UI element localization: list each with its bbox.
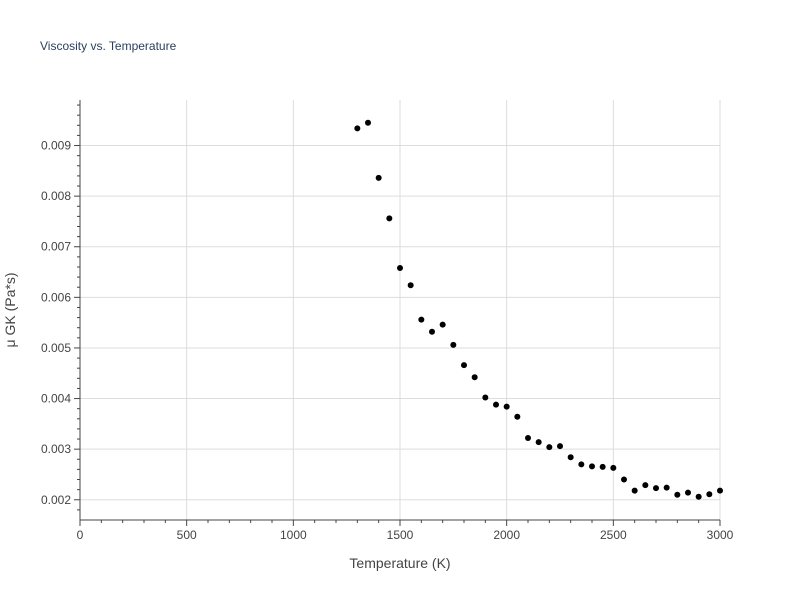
data-point (578, 461, 585, 468)
y-tick-label: 0.007 (41, 240, 71, 254)
data-point (439, 321, 446, 328)
data-point (589, 463, 595, 470)
data-point (621, 476, 627, 483)
y-tick-label: 0.002 (41, 493, 71, 507)
x-tick-label: 500 (177, 528, 197, 542)
data-point (631, 487, 638, 494)
data-point (546, 444, 553, 451)
x-tick-label: 1500 (387, 528, 414, 542)
data-point (386, 215, 393, 222)
x-tick-label: 3000 (707, 528, 734, 542)
data-point (375, 174, 382, 181)
x-axis-label: Temperature (K) (349, 555, 450, 571)
data-point (365, 119, 371, 126)
x-tick-label: 2000 (493, 528, 520, 542)
data-point (503, 403, 510, 410)
y-tick-label: 0.009 (41, 139, 71, 153)
data-point (461, 362, 467, 369)
data-point (429, 328, 435, 335)
grid (80, 100, 721, 520)
data-point (535, 439, 542, 446)
y-tick-label: 0.008 (41, 189, 71, 203)
data-point (610, 464, 617, 471)
y-tick-labels: 0.002 0.003 0.004 0.005 0.006 0.007 0.008 0.009 (41, 139, 71, 507)
data-point (471, 374, 478, 381)
chart-title: Viscosity vs. Temperature (40, 39, 177, 53)
x-tick-labels: 0 500 1000 1500 2000 2500 3000 (77, 528, 734, 542)
data-point (450, 341, 457, 348)
y-tick-label: 0.004 (41, 392, 71, 406)
y-tick-label: 0.006 (41, 290, 71, 304)
data-point (599, 463, 606, 470)
data-points (354, 119, 723, 500)
x-tick-label: 1000 (280, 528, 307, 542)
data-point (514, 413, 521, 420)
data-point (525, 435, 531, 442)
data-point (354, 125, 361, 132)
data-point (397, 265, 403, 271)
x-tick-label: 0 (77, 528, 84, 542)
data-point (567, 454, 574, 461)
data-point (717, 487, 723, 494)
y-axis-label: μ GK (Pa*s) (2, 273, 18, 348)
data-point (493, 401, 499, 408)
data-point (482, 394, 489, 401)
y-tick-label: 0.003 (41, 442, 71, 456)
data-point (557, 443, 563, 450)
data-point (642, 482, 649, 489)
data-point (706, 491, 713, 498)
data-point (674, 491, 681, 498)
data-point (663, 484, 670, 491)
data-point (695, 493, 702, 500)
data-point (685, 489, 691, 496)
data-point (418, 316, 425, 323)
data-point (407, 282, 414, 289)
y-tick-label: 0.005 (41, 341, 71, 355)
x-tick-label: 2500 (600, 528, 627, 542)
data-point (653, 485, 659, 492)
axes (74, 100, 721, 526)
